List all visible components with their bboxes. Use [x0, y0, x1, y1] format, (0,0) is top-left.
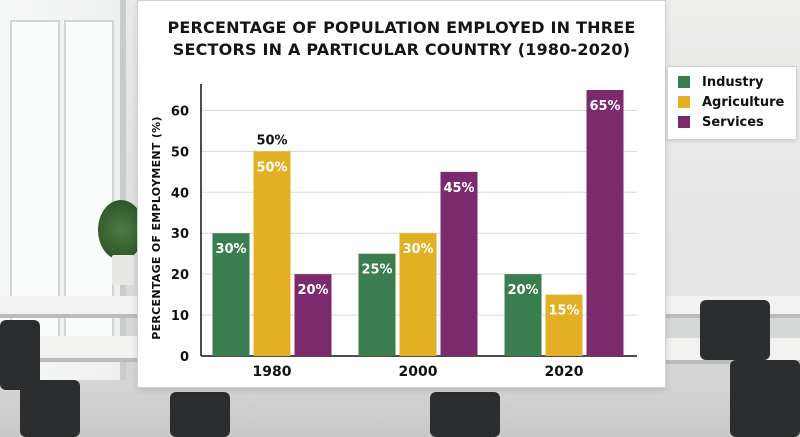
- legend-item-agriculture: Agriculture: [678, 93, 784, 111]
- bar-industry-2020: [504, 274, 542, 356]
- background-chair: [430, 392, 500, 437]
- background-chair: [730, 360, 800, 437]
- background-wall: [660, 0, 800, 300]
- y-tick-label: 40: [171, 186, 189, 201]
- x-tick-label: 2000: [399, 364, 438, 380]
- y-tick-label: 10: [171, 309, 189, 324]
- legend-swatch-services: [678, 116, 690, 128]
- chart-title-line-2: SECTORS IN A PARTICULAR COUNTRY (1980-20…: [172, 40, 631, 59]
- bars: [212, 90, 624, 356]
- legend-item-services: Services: [678, 113, 764, 131]
- legend-swatch-agriculture: [678, 96, 690, 108]
- background-chair: [0, 320, 40, 390]
- annotation-label: 50%: [256, 133, 287, 148]
- legend-swatch-industry: [678, 76, 690, 88]
- background-table: [0, 296, 140, 318]
- bar-services-1980: [294, 274, 332, 356]
- y-tick-label: 0: [180, 350, 189, 365]
- bar-value-label: 45%: [443, 181, 474, 196]
- background-chair: [20, 380, 80, 437]
- bar-agriculture-1980: [253, 151, 291, 356]
- plant-pot: [112, 255, 134, 285]
- bar-value-label: 25%: [361, 263, 392, 278]
- legend-label-services: Services: [702, 114, 764, 130]
- bar-industry-1980: [212, 233, 250, 356]
- bar-value-label: 15%: [548, 304, 579, 319]
- bar-agriculture-2020: [545, 294, 583, 356]
- bar-value-label: 20%: [507, 283, 538, 298]
- bar-value-label: 20%: [297, 283, 328, 298]
- bar-value-label: 30%: [215, 242, 246, 257]
- x-tick-label: 2020: [545, 364, 584, 380]
- bar-value-label: 65%: [589, 99, 620, 114]
- bar-value-label: 30%: [402, 242, 433, 257]
- y-tick-label: 50: [171, 145, 189, 160]
- background-floor: [0, 380, 800, 437]
- bar-value-label: 50%: [256, 160, 287, 175]
- y-tick-label: 30: [171, 227, 189, 242]
- bar-industry-2000: [358, 253, 396, 356]
- data-labels: 30% 50% 20% 25% 30% 45% 20% 15% 65% 50%: [215, 99, 620, 319]
- y-axis-label: PERCENTAGE OF EMPLOYMENT (%): [150, 116, 163, 340]
- y-tick-label: 20: [171, 268, 189, 283]
- legend: Industry Agriculture Services: [667, 66, 797, 140]
- background-chair: [170, 392, 230, 437]
- bar-services-2000: [440, 171, 478, 356]
- y-tick-label: 60: [171, 104, 189, 119]
- legend-item-industry: Industry: [678, 73, 764, 91]
- legend-label-industry: Industry: [702, 74, 764, 90]
- bar-services-2020: [586, 90, 624, 356]
- plant-image: [98, 200, 144, 260]
- legend-label-agriculture: Agriculture: [702, 94, 785, 110]
- bar-agriculture-2000: [399, 233, 437, 356]
- chart-title: PERCENTAGE OF POPULATION EMPLOYED IN THR…: [138, 17, 665, 61]
- x-tick-label: 1980: [253, 364, 292, 380]
- chart-title-line-1: PERCENTAGE OF POPULATION EMPLOYED IN THR…: [167, 18, 636, 37]
- background-chair: [700, 300, 770, 360]
